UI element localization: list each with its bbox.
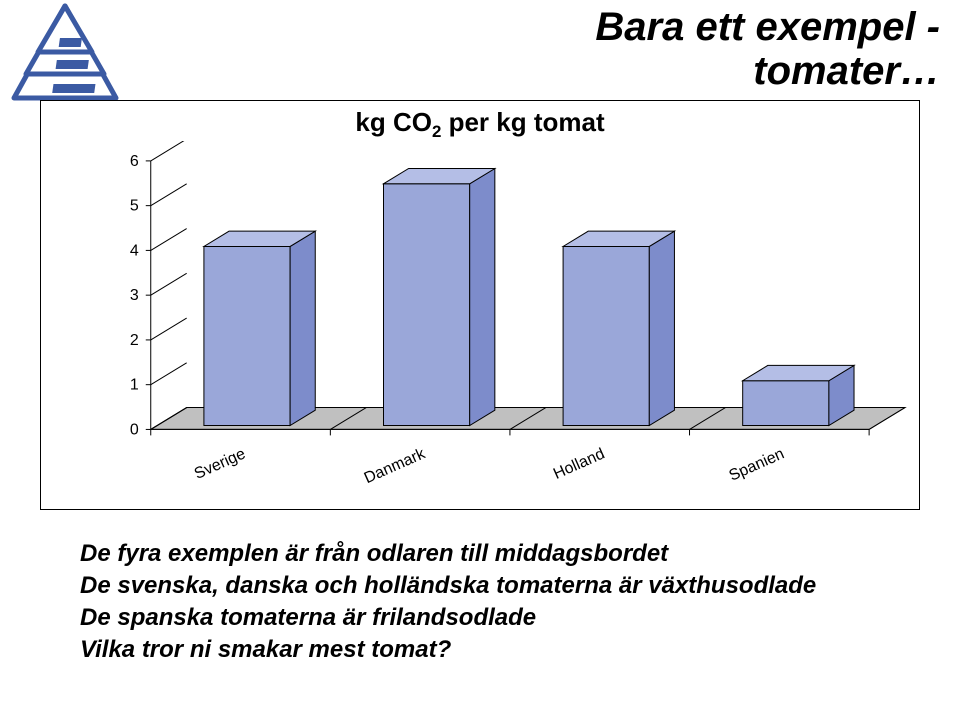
y-tick-label: 6 <box>130 153 139 170</box>
y-tick-label: 5 <box>130 198 139 215</box>
chart-title: kg CO2 per kg tomat <box>41 107 919 142</box>
y-tick-label: 4 <box>130 242 139 259</box>
y-tick-label: 2 <box>130 332 139 349</box>
category-label: Danmark <box>362 445 428 487</box>
title-line-1: Bara ett exempel - <box>595 5 940 49</box>
y-tick-label: 0 <box>130 421 139 438</box>
body-text: De fyra exemplen är från odlaren till mi… <box>80 540 880 668</box>
page: Bara ett exempel - tomater… kg CO2 per k… <box>0 0 960 716</box>
category-label: Sverige <box>192 445 248 482</box>
logo <box>10 2 120 102</box>
bar <box>563 231 674 425</box>
body-line: Vilka tror ni smakar mest tomat? <box>80 636 880 664</box>
chart-plot-area: 0 1 2 3 4 5 6 Sverige Danmark Holland Spanien <box>41 141 919 509</box>
bar <box>743 365 854 425</box>
body-line: De fyra exemplen är från odlaren till mi… <box>80 540 880 568</box>
category-label: Spanien <box>727 445 787 484</box>
y-tick-label: 1 <box>130 377 139 394</box>
page-title: Bara ett exempel - tomater… <box>595 5 940 93</box>
category-label: Holland <box>551 445 607 482</box>
y-tick-label: 3 <box>130 287 139 304</box>
chart-svg: 0 1 2 3 4 5 6 Sverige Danmark Holland Spanien <box>41 141 919 509</box>
bar <box>383 168 494 425</box>
chart-card: kg CO2 per kg tomat 0 1 2 3 4 5 6 Sverige Danmar… <box>40 100 920 510</box>
body-line: De spanska tomaterna är frilandsodlade <box>80 604 880 632</box>
title-line-2: tomater… <box>595 49 940 93</box>
bar <box>204 231 315 425</box>
body-line: De svenska, danska och holländska tomate… <box>80 572 880 600</box>
